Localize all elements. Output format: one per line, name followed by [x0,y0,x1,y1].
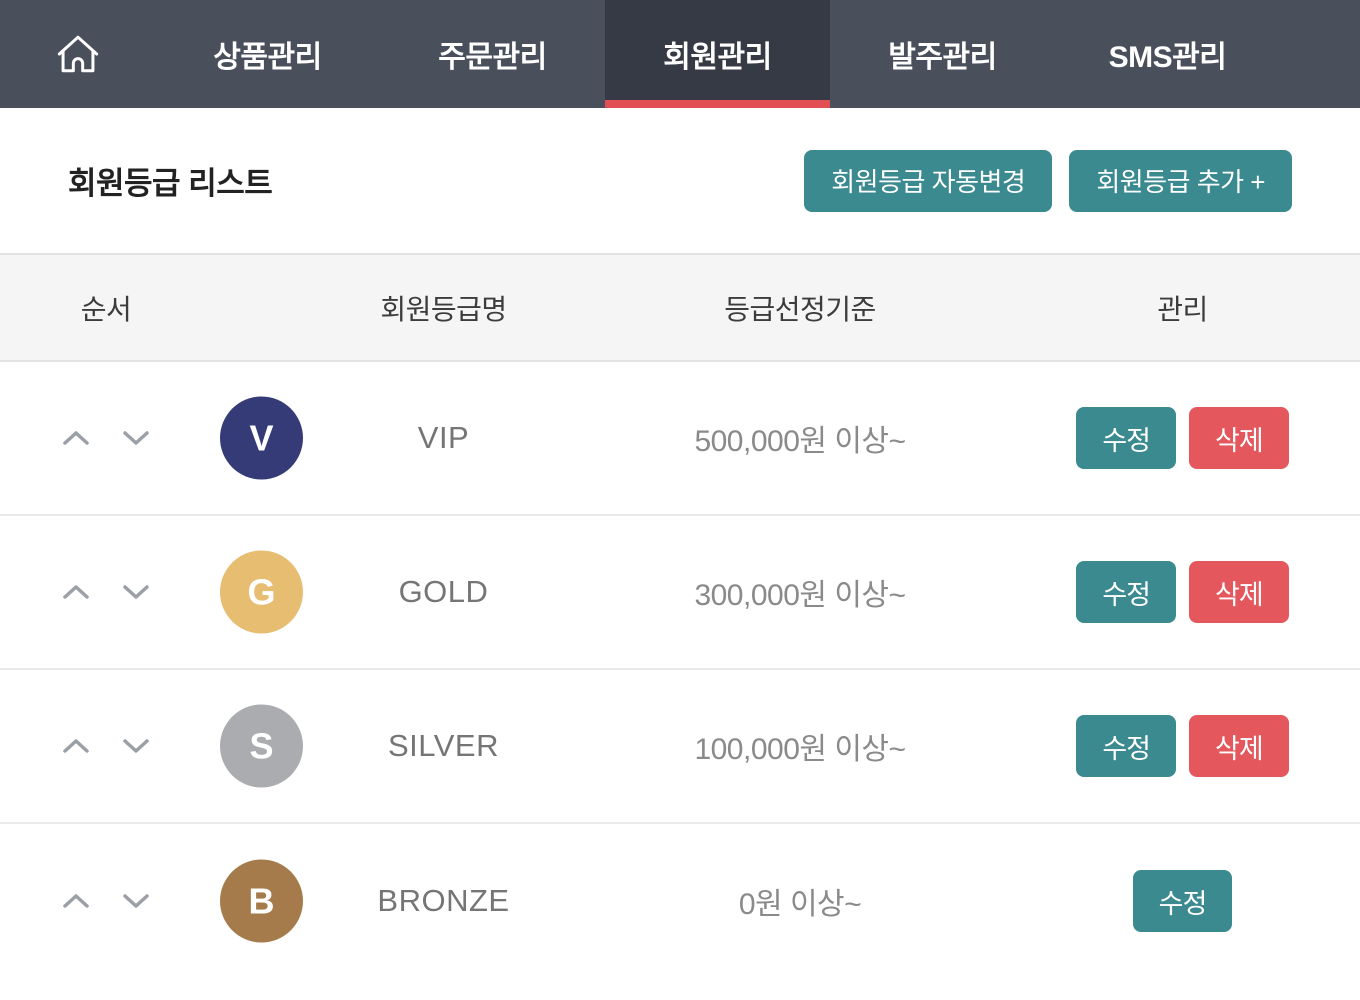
move-up-icon[interactable] [59,890,93,912]
move-down-icon[interactable] [119,581,153,603]
top-nav: 상품관리 주문관리 회원관리 발주관리 SMS관리 [0,0,1360,108]
table-row: G GOLD 300,000원 이상~ 수정 삭제 [0,516,1360,670]
criteria-cell: 500,000원 이상~ [694,425,906,458]
grade-name: SILVER [388,728,499,763]
table-row: B BRONZE 0원 이상~ 수정 [0,824,1360,978]
move-down-icon[interactable] [119,890,153,912]
table-header-row: 순서 회원등급명 등급선정기준 관리 [0,253,1360,362]
column-header-criteria: 등급선정기준 [724,293,876,325]
grade-cell: V VIP [212,362,675,514]
column-header-manage: 관리 [1157,293,1208,325]
member-grade-table: 순서 회원등급명 등급선정기준 관리 V VIP 500,000원 이상~ 수정… [0,253,1360,978]
nav-tab-2[interactable]: 회원관리 [605,0,830,108]
edit-button[interactable]: 수정 [1076,561,1176,623]
move-down-icon[interactable] [119,427,153,449]
grade-cell: B BRONZE [212,824,675,978]
nav-tab-4[interactable]: SMS관리 [1108,41,1227,74]
grade-avatar: G [220,550,303,634]
column-header-order: 순서 [80,293,132,325]
grade-avatar: B [220,859,303,943]
grade-name: GOLD [398,574,489,609]
grade-name: BRONZE [377,883,510,918]
nav-tab-0[interactable]: 상품관리 [213,41,322,74]
delete-button[interactable]: 삭제 [1189,561,1289,623]
table-row: V VIP 500,000원 이상~ 수정 삭제 [0,362,1360,516]
edit-button[interactable]: 수정 [1076,715,1176,777]
grade-name: VIP [417,420,470,455]
move-up-icon[interactable] [59,581,93,603]
column-header-grade-name: 회원등급명 [380,293,507,325]
grade-cell: S SILVER [212,670,675,822]
grade-cell: G GOLD [212,516,675,668]
delete-button[interactable]: 삭제 [1189,715,1289,777]
order-cell [0,890,212,912]
manage-cell: 수정 [1005,870,1360,932]
manage-cell: 수정 삭제 [1005,561,1360,623]
manage-cell: 수정 삭제 [1005,407,1360,469]
header-actions: 회원등급 자동변경 회원등급 추가 + [804,149,1292,212]
home-button[interactable] [0,0,155,108]
auto-change-grade-button[interactable]: 회원등급 자동변경 [804,149,1053,212]
edit-button[interactable]: 수정 [1132,870,1233,932]
nav-tab-1[interactable]: 주문관리 [438,41,547,74]
criteria-cell: 100,000원 이상~ [694,733,906,766]
order-cell [0,427,212,449]
page-header: 회원등급 리스트 회원등급 자동변경 회원등급 추가 + [0,108,1360,253]
page-title: 회원등급 리스트 [68,166,273,201]
home-icon [50,26,106,82]
grade-avatar: S [220,704,303,788]
criteria-cell: 300,000원 이상~ [694,579,906,612]
add-grade-button[interactable]: 회원등급 추가 + [1069,149,1292,212]
move-up-icon[interactable] [59,735,93,757]
table-row: S SILVER 100,000원 이상~ 수정 삭제 [0,670,1360,824]
criteria-cell: 0원 이상~ [738,888,862,921]
order-cell [0,581,212,603]
move-up-icon[interactable] [59,427,93,449]
grade-avatar: V [220,396,303,480]
manage-cell: 수정 삭제 [1005,715,1360,777]
order-cell [0,735,212,757]
nav-tab-3[interactable]: 발주관리 [888,41,997,74]
delete-button[interactable]: 삭제 [1189,407,1289,469]
edit-button[interactable]: 수정 [1076,407,1176,469]
move-down-icon[interactable] [119,735,153,757]
